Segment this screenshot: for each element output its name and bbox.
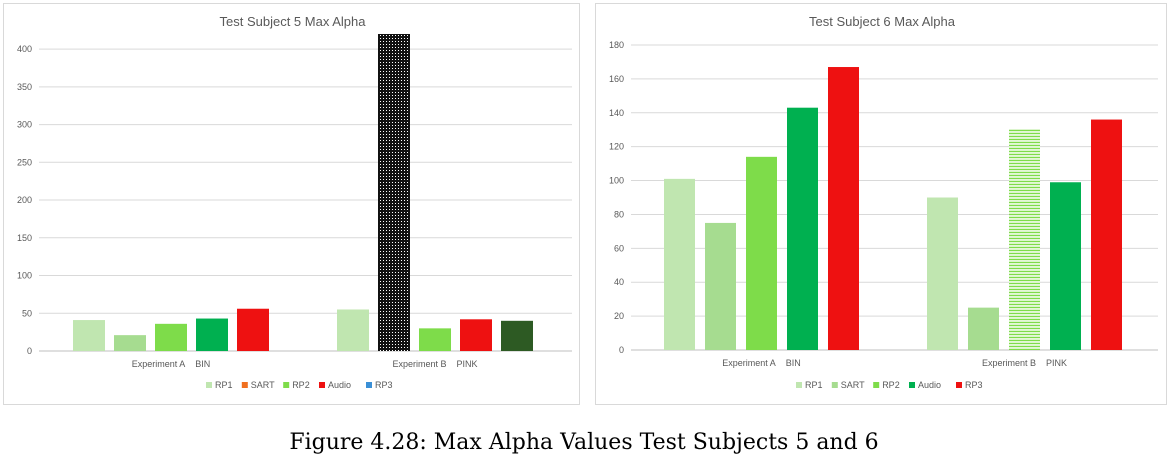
chart-panel-subject-6: Test Subject 6 Max Alpha 0 20 40 60 80 100 120 1… (595, 3, 1167, 405)
y-tick-label: 350 (17, 82, 32, 92)
legend-entry: RP2 (283, 380, 310, 390)
legend-entry: Audio (319, 380, 351, 390)
legend-swatch (831, 382, 838, 388)
legend-swatch (366, 382, 372, 388)
bar (1050, 182, 1081, 350)
legend-entry: RP3 (956, 380, 983, 390)
bar (1009, 129, 1040, 350)
bar (419, 328, 451, 351)
legend-label: RP2 (882, 380, 900, 390)
chart-panel-subject-5: Test Subject 5 Max Alpha 0 50 100 150 200 250 3… (3, 3, 580, 405)
y-tick-label: 60 (614, 243, 624, 253)
legend-label: RP3 (375, 380, 393, 390)
y-tick-label: 20 (614, 311, 624, 321)
legend-label: RP1 (805, 380, 823, 390)
bar (196, 318, 228, 351)
figure-caption: Figure 4.28: Max Alpha Values Test Subje… (289, 430, 879, 455)
legend-entry: SART (831, 380, 865, 390)
bar (1091, 119, 1122, 350)
y-tick-label: 150 (17, 233, 32, 243)
legend-entry: Audio (909, 380, 941, 390)
legend-swatch (909, 382, 915, 388)
legend-label: Audio (328, 380, 351, 390)
chart-subject-5: Test Subject 5 Max Alpha 0 50 100 150 200 250 3… (17, 14, 572, 390)
chart-title: Test Subject 6 Max Alpha (809, 14, 956, 29)
chart-title: Test Subject 5 Max Alpha (220, 14, 367, 29)
legend-swatch (956, 382, 962, 388)
x-category-label: Experiment A BIN (132, 359, 211, 369)
bar (828, 67, 859, 351)
bar (787, 107, 818, 350)
bar (968, 307, 999, 350)
legend-entry: RP1 (206, 380, 233, 390)
bar (705, 222, 736, 350)
y-tick-label: 100 (609, 176, 624, 186)
y-tick-label: 300 (17, 120, 32, 130)
y-tick-label: 0 (27, 346, 32, 356)
legend-swatch (241, 382, 248, 388)
legend-label: Audio (918, 380, 941, 390)
y-tick-label: 100 (17, 271, 32, 281)
bar (378, 34, 410, 351)
legend-swatch (873, 382, 880, 388)
bar (337, 309, 369, 351)
y-tick-label: 140 (609, 108, 624, 118)
legend-swatch (319, 382, 325, 388)
x-category-label: Experiment B PINK (392, 359, 477, 369)
bar (237, 308, 269, 351)
bar (73, 320, 105, 351)
y-tick-label: 160 (609, 74, 624, 84)
y-tick-label: 0 (619, 345, 624, 355)
legend-entry: SART (241, 380, 275, 390)
legend-entry: RP3 (366, 380, 393, 390)
y-tick-label: 200 (17, 195, 32, 205)
legend-swatch (796, 382, 802, 388)
bar (927, 197, 958, 350)
legend-label: RP2 (292, 380, 310, 390)
y-tick-label: 40 (614, 277, 624, 287)
bar (501, 320, 533, 351)
legend-swatch (283, 382, 290, 388)
legend-swatch (206, 382, 212, 388)
chart-subject-6: Test Subject 6 Max Alpha 0 20 40 60 80 100 120 1… (609, 14, 1158, 390)
y-tick-label: 80 (614, 209, 624, 219)
y-tick-label: 180 (609, 40, 624, 50)
y-tick-label: 50 (22, 308, 32, 318)
legend-entry: RP1 (796, 380, 823, 390)
legend-label: RP3 (965, 380, 983, 390)
bar (155, 323, 187, 351)
legend-label: SART (251, 380, 275, 390)
x-category-label: Experiment B PINK (982, 358, 1067, 368)
y-tick-label: 250 (17, 157, 32, 167)
bar (114, 335, 146, 351)
y-tick-label: 120 (609, 142, 624, 152)
bar (664, 178, 695, 350)
legend-label: SART (841, 380, 865, 390)
bar (746, 156, 777, 350)
y-tick-label: 400 (17, 44, 32, 54)
bar (460, 319, 492, 351)
legend-entry: RP2 (873, 380, 900, 390)
legend-label: RP1 (215, 380, 233, 390)
x-category-label: Experiment A BIN (722, 358, 801, 368)
